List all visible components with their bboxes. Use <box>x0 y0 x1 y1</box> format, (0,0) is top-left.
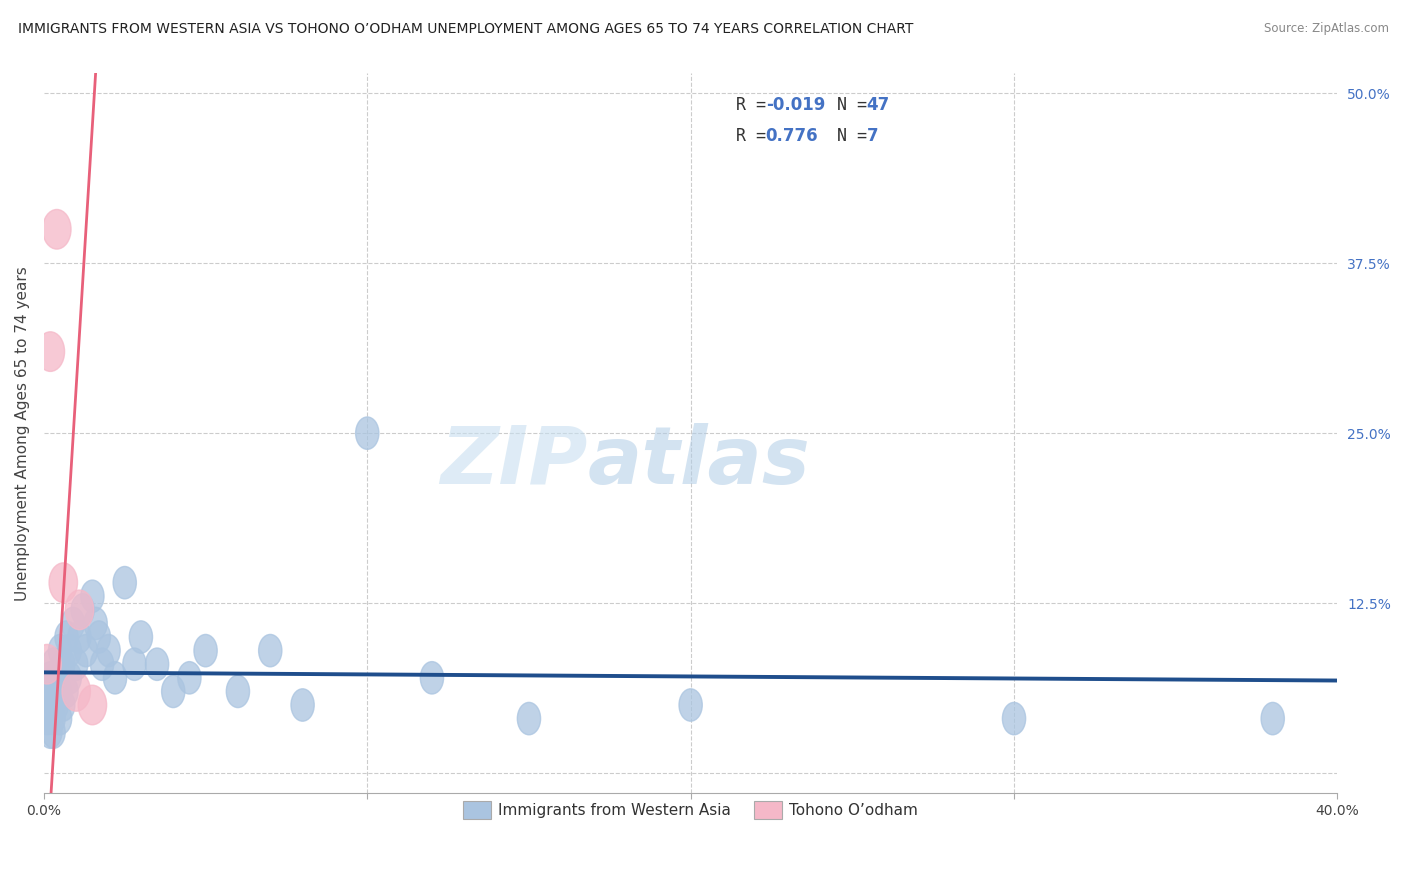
Text: 7: 7 <box>866 128 879 145</box>
Ellipse shape <box>55 675 79 707</box>
Ellipse shape <box>259 634 281 667</box>
Ellipse shape <box>75 634 97 667</box>
Ellipse shape <box>87 621 111 653</box>
Ellipse shape <box>37 332 65 371</box>
Ellipse shape <box>48 675 72 707</box>
Ellipse shape <box>39 689 62 722</box>
Ellipse shape <box>42 716 65 748</box>
Ellipse shape <box>1002 702 1025 735</box>
Text: Source: ZipAtlas.com: Source: ZipAtlas.com <box>1264 22 1389 36</box>
Ellipse shape <box>104 662 127 694</box>
Ellipse shape <box>32 644 62 684</box>
Text: 0.776: 0.776 <box>766 128 818 145</box>
Text: R =: R = <box>735 128 776 145</box>
Ellipse shape <box>291 689 314 722</box>
Ellipse shape <box>48 634 72 667</box>
Ellipse shape <box>679 689 702 722</box>
Ellipse shape <box>517 702 540 735</box>
Ellipse shape <box>42 675 65 707</box>
Ellipse shape <box>35 702 59 735</box>
Text: N =: N = <box>837 128 877 145</box>
Ellipse shape <box>62 607 84 640</box>
Ellipse shape <box>58 634 82 667</box>
Text: N =: N = <box>837 96 877 114</box>
Ellipse shape <box>1261 702 1284 735</box>
Ellipse shape <box>356 417 378 450</box>
Ellipse shape <box>42 648 65 681</box>
Ellipse shape <box>90 648 114 681</box>
Text: ZIP: ZIP <box>440 423 588 501</box>
Ellipse shape <box>162 675 184 707</box>
Ellipse shape <box>177 662 201 694</box>
Legend: Immigrants from Western Asia, Tohono O’odham: Immigrants from Western Asia, Tohono O’o… <box>457 795 924 825</box>
Ellipse shape <box>145 648 169 681</box>
Ellipse shape <box>35 675 59 707</box>
Ellipse shape <box>42 702 65 735</box>
Ellipse shape <box>52 648 75 681</box>
Ellipse shape <box>58 662 82 694</box>
Ellipse shape <box>49 563 77 602</box>
Ellipse shape <box>55 621 79 653</box>
Ellipse shape <box>72 594 94 626</box>
Ellipse shape <box>39 716 62 748</box>
Ellipse shape <box>45 662 69 694</box>
Text: IMMIGRANTS FROM WESTERN ASIA VS TOHONO O’ODHAM UNEMPLOYMENT AMONG AGES 65 TO 74 : IMMIGRANTS FROM WESTERN ASIA VS TOHONO O… <box>18 22 914 37</box>
Ellipse shape <box>65 590 94 630</box>
Ellipse shape <box>129 621 152 653</box>
Ellipse shape <box>80 580 104 613</box>
Text: R =: R = <box>735 96 776 114</box>
Text: -0.019: -0.019 <box>766 96 825 114</box>
Ellipse shape <box>112 566 136 599</box>
Ellipse shape <box>65 648 87 681</box>
Ellipse shape <box>67 621 91 653</box>
Ellipse shape <box>84 607 107 640</box>
Ellipse shape <box>62 672 90 711</box>
Text: 47: 47 <box>866 96 890 114</box>
Ellipse shape <box>420 662 443 694</box>
Ellipse shape <box>122 648 146 681</box>
Ellipse shape <box>97 634 120 667</box>
Y-axis label: Unemployment Among Ages 65 to 74 years: Unemployment Among Ages 65 to 74 years <box>15 266 30 600</box>
Ellipse shape <box>79 685 107 725</box>
Text: atlas: atlas <box>588 423 810 501</box>
Ellipse shape <box>226 675 249 707</box>
Ellipse shape <box>45 689 69 722</box>
Ellipse shape <box>39 662 62 694</box>
Ellipse shape <box>48 702 72 735</box>
Ellipse shape <box>194 634 217 667</box>
Ellipse shape <box>42 210 72 249</box>
Ellipse shape <box>52 689 75 722</box>
